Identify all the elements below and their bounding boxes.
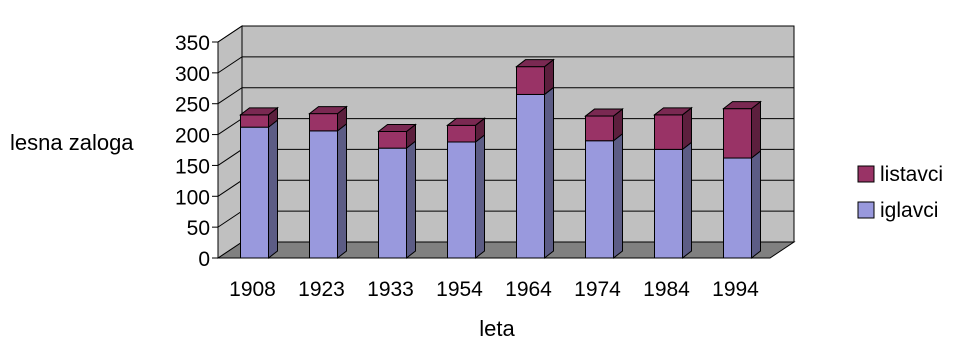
- gridline: [217, 87, 794, 105]
- bar-front: [378, 147, 407, 259]
- bar-front: [309, 113, 338, 132]
- x-tick-label: 1923: [298, 278, 345, 301]
- chart-walls: [216, 25, 796, 259]
- legend-label-iglavci: iglavci: [880, 199, 938, 222]
- y-axis-ticks: 0 50 100 150 200 250 300 350: [175, 32, 219, 271]
- bar-front: [378, 130, 407, 149]
- y-tick-label: 100: [175, 186, 210, 209]
- bar-front: [447, 141, 476, 259]
- bar-front: [516, 93, 545, 259]
- bar-side: [544, 86, 554, 260]
- bar-top: [584, 108, 624, 117]
- bar-segment-iglavci: [447, 133, 485, 260]
- bar-top: [239, 107, 279, 116]
- legend-swatch-listavci: [857, 165, 875, 183]
- y-tick-label: 0: [198, 248, 210, 271]
- y-tick-label: 250: [175, 94, 210, 117]
- bar-front: [516, 66, 545, 95]
- bar-segment-iglavci: [654, 141, 692, 260]
- bar-segment-listavci: [377, 123, 417, 150]
- x-tick-label: 1994: [712, 278, 759, 301]
- bar-segment-listavci: [308, 105, 348, 132]
- bar-front: [654, 114, 683, 150]
- chart-floor: [216, 241, 796, 259]
- bar-segment-listavci: [584, 108, 624, 142]
- side-wall: [217, 25, 243, 259]
- legend-label-listavci: listavci: [880, 163, 943, 186]
- bar-segment-iglavci: [309, 122, 347, 260]
- bar-side: [751, 150, 761, 260]
- bar-front: [585, 140, 614, 259]
- gridline: [217, 25, 794, 43]
- x-tick-label: 1964: [505, 278, 552, 301]
- bar-front: [447, 124, 476, 143]
- bar-side: [751, 100, 761, 160]
- bar-top: [446, 117, 486, 126]
- bar-top: [722, 101, 762, 110]
- bar-side: [268, 119, 278, 260]
- bar-front: [723, 108, 752, 159]
- bar-front: [240, 114, 269, 128]
- bar-segment-iglavci: [378, 140, 416, 260]
- bar-segment-iglavci: [240, 119, 278, 260]
- bar-segment-iglavci: [723, 150, 761, 260]
- bar-side: [406, 140, 416, 260]
- x-tick-label: 1974: [574, 278, 621, 301]
- bar-segment-listavci: [722, 100, 762, 160]
- bar-front: [309, 130, 338, 259]
- bar-front: [585, 115, 614, 142]
- bar-side: [337, 122, 347, 260]
- bar-top: [653, 107, 693, 116]
- y-axis-label: lesna zaloga: [10, 130, 134, 155]
- bar-front: [723, 157, 752, 259]
- bar-segment-iglavci: [516, 86, 554, 260]
- y-tick-label: 150: [175, 155, 210, 178]
- bar-top: [515, 59, 555, 68]
- x-tick-label: 1984: [643, 278, 690, 301]
- x-tick-label: 1908: [229, 278, 276, 301]
- bar-side: [682, 141, 692, 260]
- x-tick-label: 1933: [367, 278, 414, 301]
- bar-segment-listavci: [239, 106, 279, 129]
- x-tick-label: 1954: [436, 278, 483, 301]
- x-axis-label: leta: [479, 316, 515, 341]
- bar-segment-iglavci: [585, 132, 623, 260]
- legend-swatch-iglavci: [857, 201, 875, 219]
- y-tick-label: 300: [175, 63, 210, 86]
- y-tick-label: 350: [175, 32, 210, 55]
- y-tick-label: 200: [175, 125, 210, 148]
- bar-segment-listavci: [515, 58, 555, 96]
- gridline: [217, 56, 794, 74]
- bar-front: [240, 126, 269, 259]
- bar-segment-listavci: [446, 117, 486, 143]
- bar-side: [613, 132, 623, 260]
- legend: listavci iglavci: [848, 148, 954, 228]
- bar-front: [654, 148, 683, 259]
- y-tick-label: 50: [187, 217, 210, 240]
- bar-side: [475, 133, 485, 260]
- x-axis-ticks: 1908 1923 1933 1954 1964 1974 1984 1994: [218, 257, 770, 301]
- bar-top: [377, 123, 417, 132]
- bar-top: [308, 106, 348, 115]
- bar-segment-listavci: [653, 106, 693, 151]
